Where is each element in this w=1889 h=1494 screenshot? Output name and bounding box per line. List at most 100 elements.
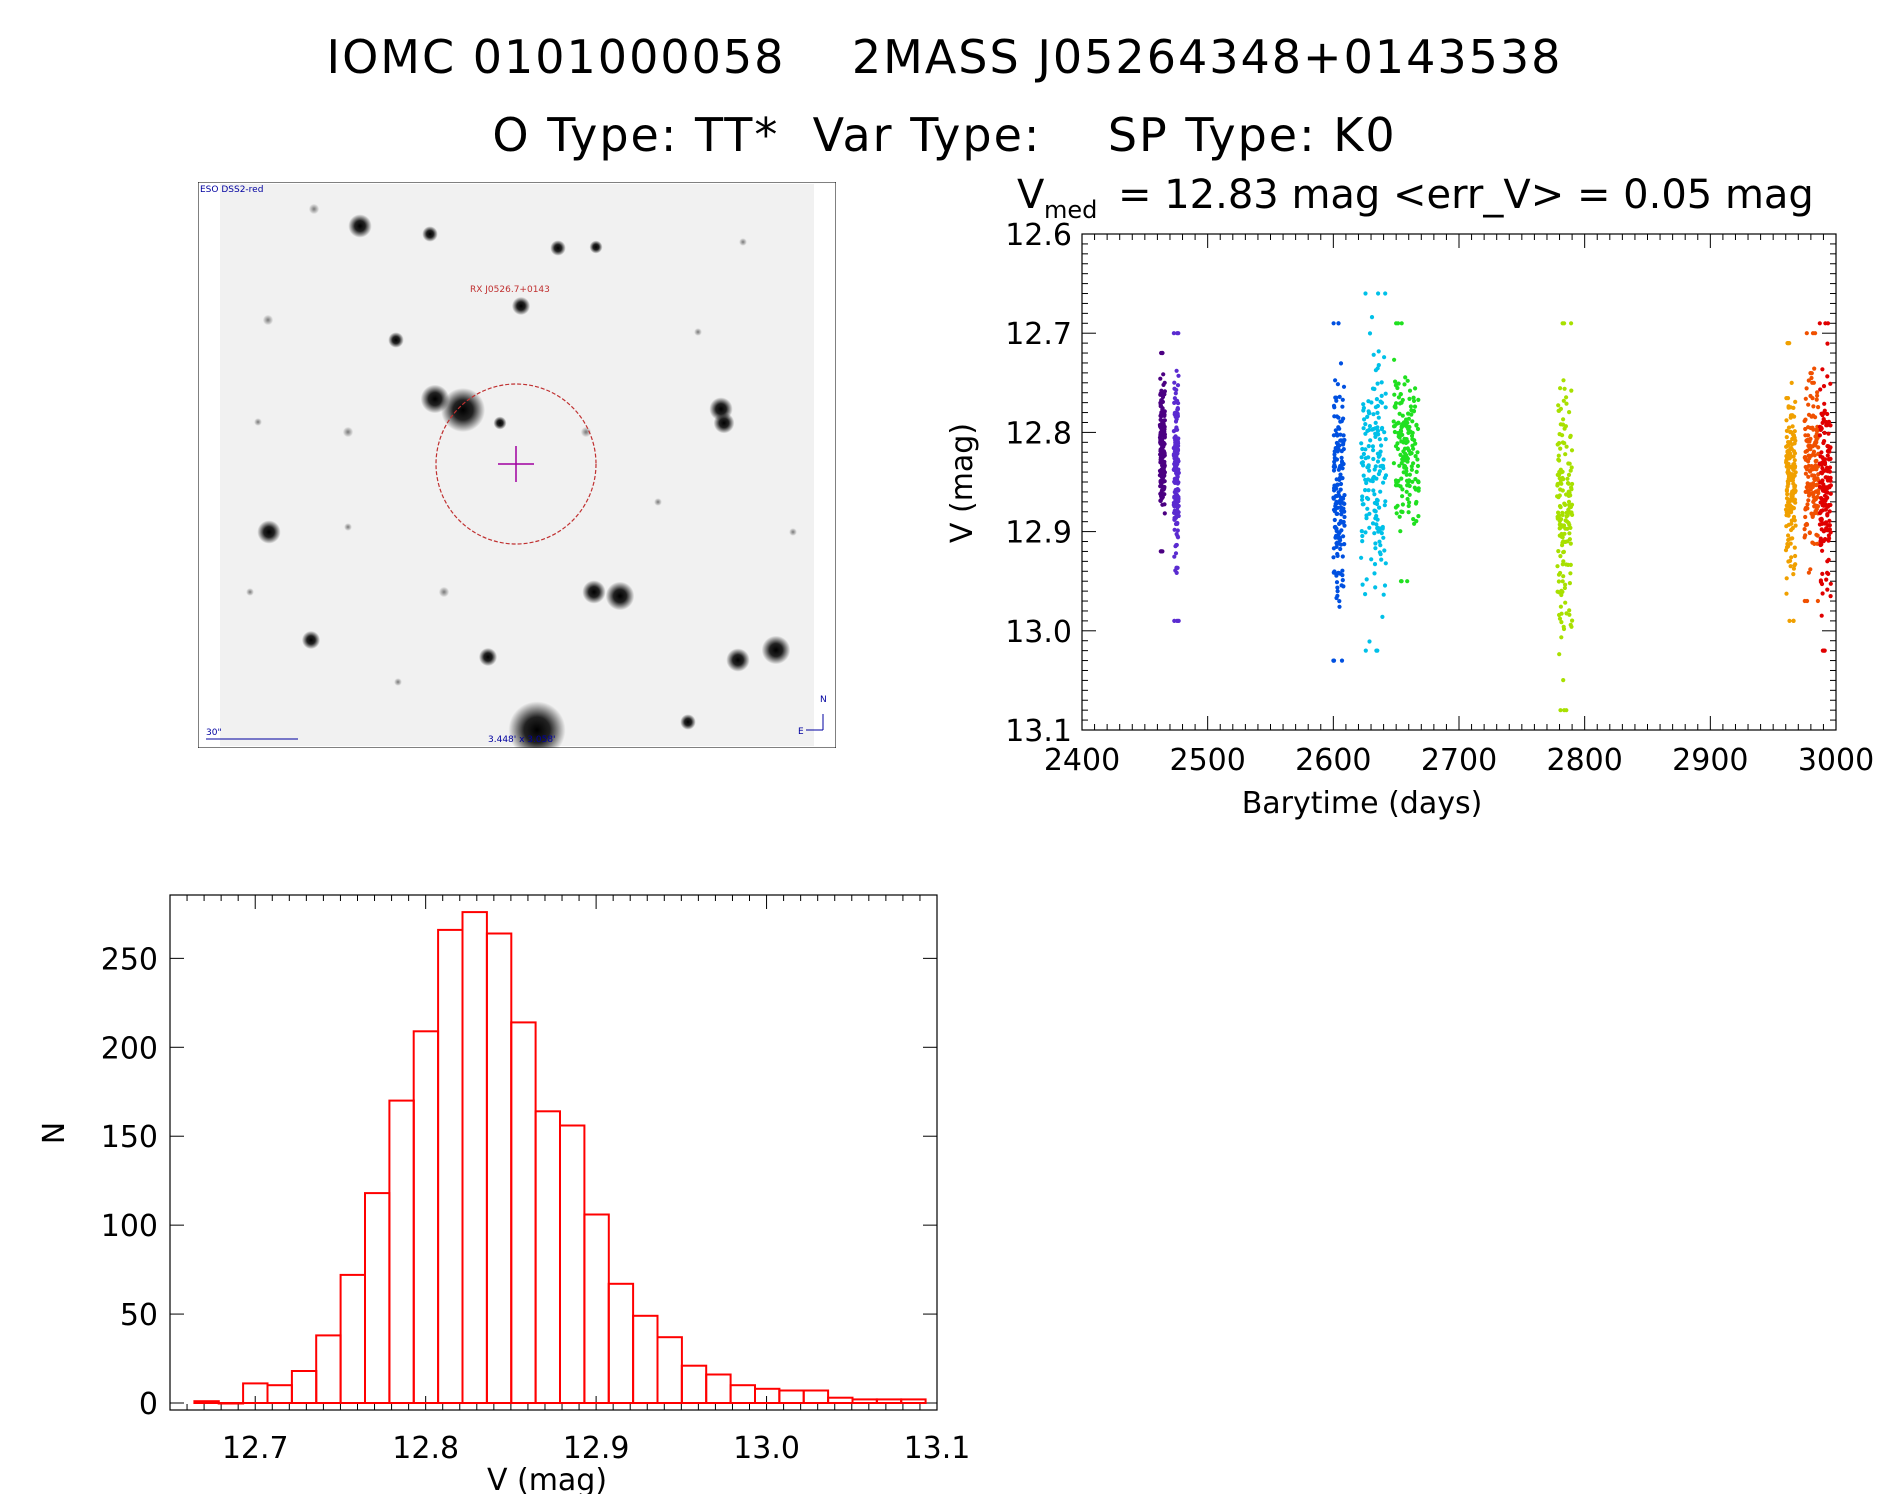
lightcurve-point	[1392, 423, 1397, 429]
lightcurve-point	[1555, 589, 1560, 594]
lightcurve-point	[1786, 508, 1791, 513]
lightcurve-point	[1821, 497, 1826, 503]
lightcurve-point	[1828, 478, 1833, 483]
lightcurve-point	[1558, 505, 1563, 510]
lightcurve-point	[1408, 404, 1413, 409]
lightcurve-point	[1805, 439, 1810, 444]
lightcurve-point	[1160, 461, 1165, 466]
lightcurve-point	[1560, 535, 1565, 540]
lightcurve-point	[1786, 500, 1791, 505]
lightcurve-point	[1811, 490, 1816, 495]
lightcurve-point	[1784, 454, 1789, 459]
lightcurve-point	[1160, 392, 1165, 397]
lightcurve-point	[1792, 414, 1797, 419]
lightcurve-point	[1173, 419, 1179, 424]
lightcurve-point	[1394, 321, 1399, 326]
lightcurve-point	[1415, 450, 1420, 455]
lightcurve-point	[1785, 544, 1791, 549]
lightcurve-point	[1376, 454, 1381, 459]
histogram-bar	[534, 1110, 561, 1405]
lightcurve-point	[1809, 453, 1814, 458]
lightcurve-point	[1413, 477, 1418, 482]
lightcurve-point	[1334, 544, 1339, 550]
lightcurve-point	[1368, 438, 1373, 443]
lightcurve-point	[1175, 521, 1180, 527]
lightcurve-point	[1822, 430, 1827, 435]
lightcurve-point	[1172, 410, 1177, 415]
histogram-bar	[290, 1370, 318, 1404]
lightcurve-point	[1786, 451, 1791, 456]
lightcurve-point	[1815, 424, 1820, 429]
lightcurve-point	[1813, 463, 1818, 468]
lightcurve-point	[1786, 461, 1791, 466]
lightcurve-point	[1378, 489, 1383, 494]
lightcurve-point	[1367, 525, 1372, 530]
lightcurve-point	[1172, 444, 1177, 449]
lightcurve-point	[1563, 582, 1568, 587]
lightcurve-point	[1819, 450, 1824, 455]
lightcurve-point	[1174, 515, 1179, 520]
lightcurve-point	[1341, 416, 1346, 421]
lightcurve-point	[1564, 510, 1569, 515]
lightcurve-point	[1818, 542, 1823, 547]
lightcurve-point	[1792, 485, 1797, 490]
lightcurve-point	[1366, 496, 1371, 502]
lightcurve-point	[1814, 458, 1819, 463]
lightcurve-point	[1361, 502, 1366, 507]
lightcurve-point	[1821, 648, 1826, 653]
lightcurve-point	[1802, 535, 1807, 540]
lightcurve-point	[1161, 428, 1166, 433]
lightcurve-point	[1162, 412, 1167, 417]
lightcurve-point	[1810, 380, 1815, 385]
lightcurve-point	[1172, 467, 1177, 472]
lightcurve-point	[1374, 513, 1379, 519]
histogram-bar	[485, 932, 513, 1404]
lightcurve-point	[1333, 446, 1338, 451]
lightcurve-point	[1334, 486, 1339, 491]
lightcurve-point	[1792, 563, 1797, 568]
lightcurve-point	[1337, 604, 1342, 609]
lightcurve-point	[1341, 440, 1346, 445]
lightcurve-point	[1826, 523, 1831, 528]
lightcurve-point	[1171, 452, 1176, 457]
lightcurve-point	[1339, 419, 1344, 424]
lightcurve-point	[1370, 427, 1375, 432]
lightcurve-point	[1783, 548, 1789, 553]
lightcurve-point	[1176, 496, 1181, 501]
lightcurve-point	[1820, 648, 1825, 653]
lightcurve-point	[1161, 451, 1166, 456]
lightcurve-point	[1359, 529, 1364, 534]
lightcurve-point	[1160, 463, 1165, 468]
lightcurve-point	[1172, 435, 1177, 440]
lightcurve-point	[1333, 506, 1338, 511]
lightcurve-point	[1364, 480, 1369, 486]
lightcurve-point	[1382, 583, 1388, 588]
lightcurve-point	[1375, 526, 1380, 531]
lightcurve-point	[1340, 438, 1345, 443]
histogram-ytick-label: 50	[120, 1298, 158, 1333]
lightcurve-point	[1158, 469, 1163, 474]
lightcurve-point	[1815, 495, 1820, 500]
lightcurve-point	[1340, 466, 1345, 471]
lightcurve-point	[1377, 453, 1382, 458]
lightcurve-point	[1159, 439, 1164, 445]
lightcurve-point	[1158, 549, 1163, 554]
lightcurve-point	[1173, 440, 1178, 445]
lightcurve-point	[1818, 539, 1823, 544]
lightcurve-point	[1806, 443, 1811, 449]
lightcurve-point	[1161, 452, 1166, 457]
lightcurve-point	[1366, 444, 1371, 449]
lightcurve-point	[1338, 432, 1343, 437]
lightcurve-point	[1158, 417, 1163, 422]
lightcurve-point	[1173, 443, 1178, 448]
lightcurve-point	[1337, 426, 1342, 431]
lightcurve-point	[1810, 473, 1815, 478]
lightcurve-point	[1161, 487, 1166, 492]
lightcurve-point	[1363, 530, 1368, 535]
lightcurve-point	[1403, 464, 1408, 469]
lightcurve-point	[1793, 553, 1798, 559]
lightcurve-point	[1360, 539, 1365, 544]
lightcurve-point	[1160, 406, 1165, 411]
lightcurve-point	[1341, 519, 1346, 525]
lightcurve-title-rest: = 12.83 mag <err_V> = 0.05 mag	[1118, 172, 1814, 218]
